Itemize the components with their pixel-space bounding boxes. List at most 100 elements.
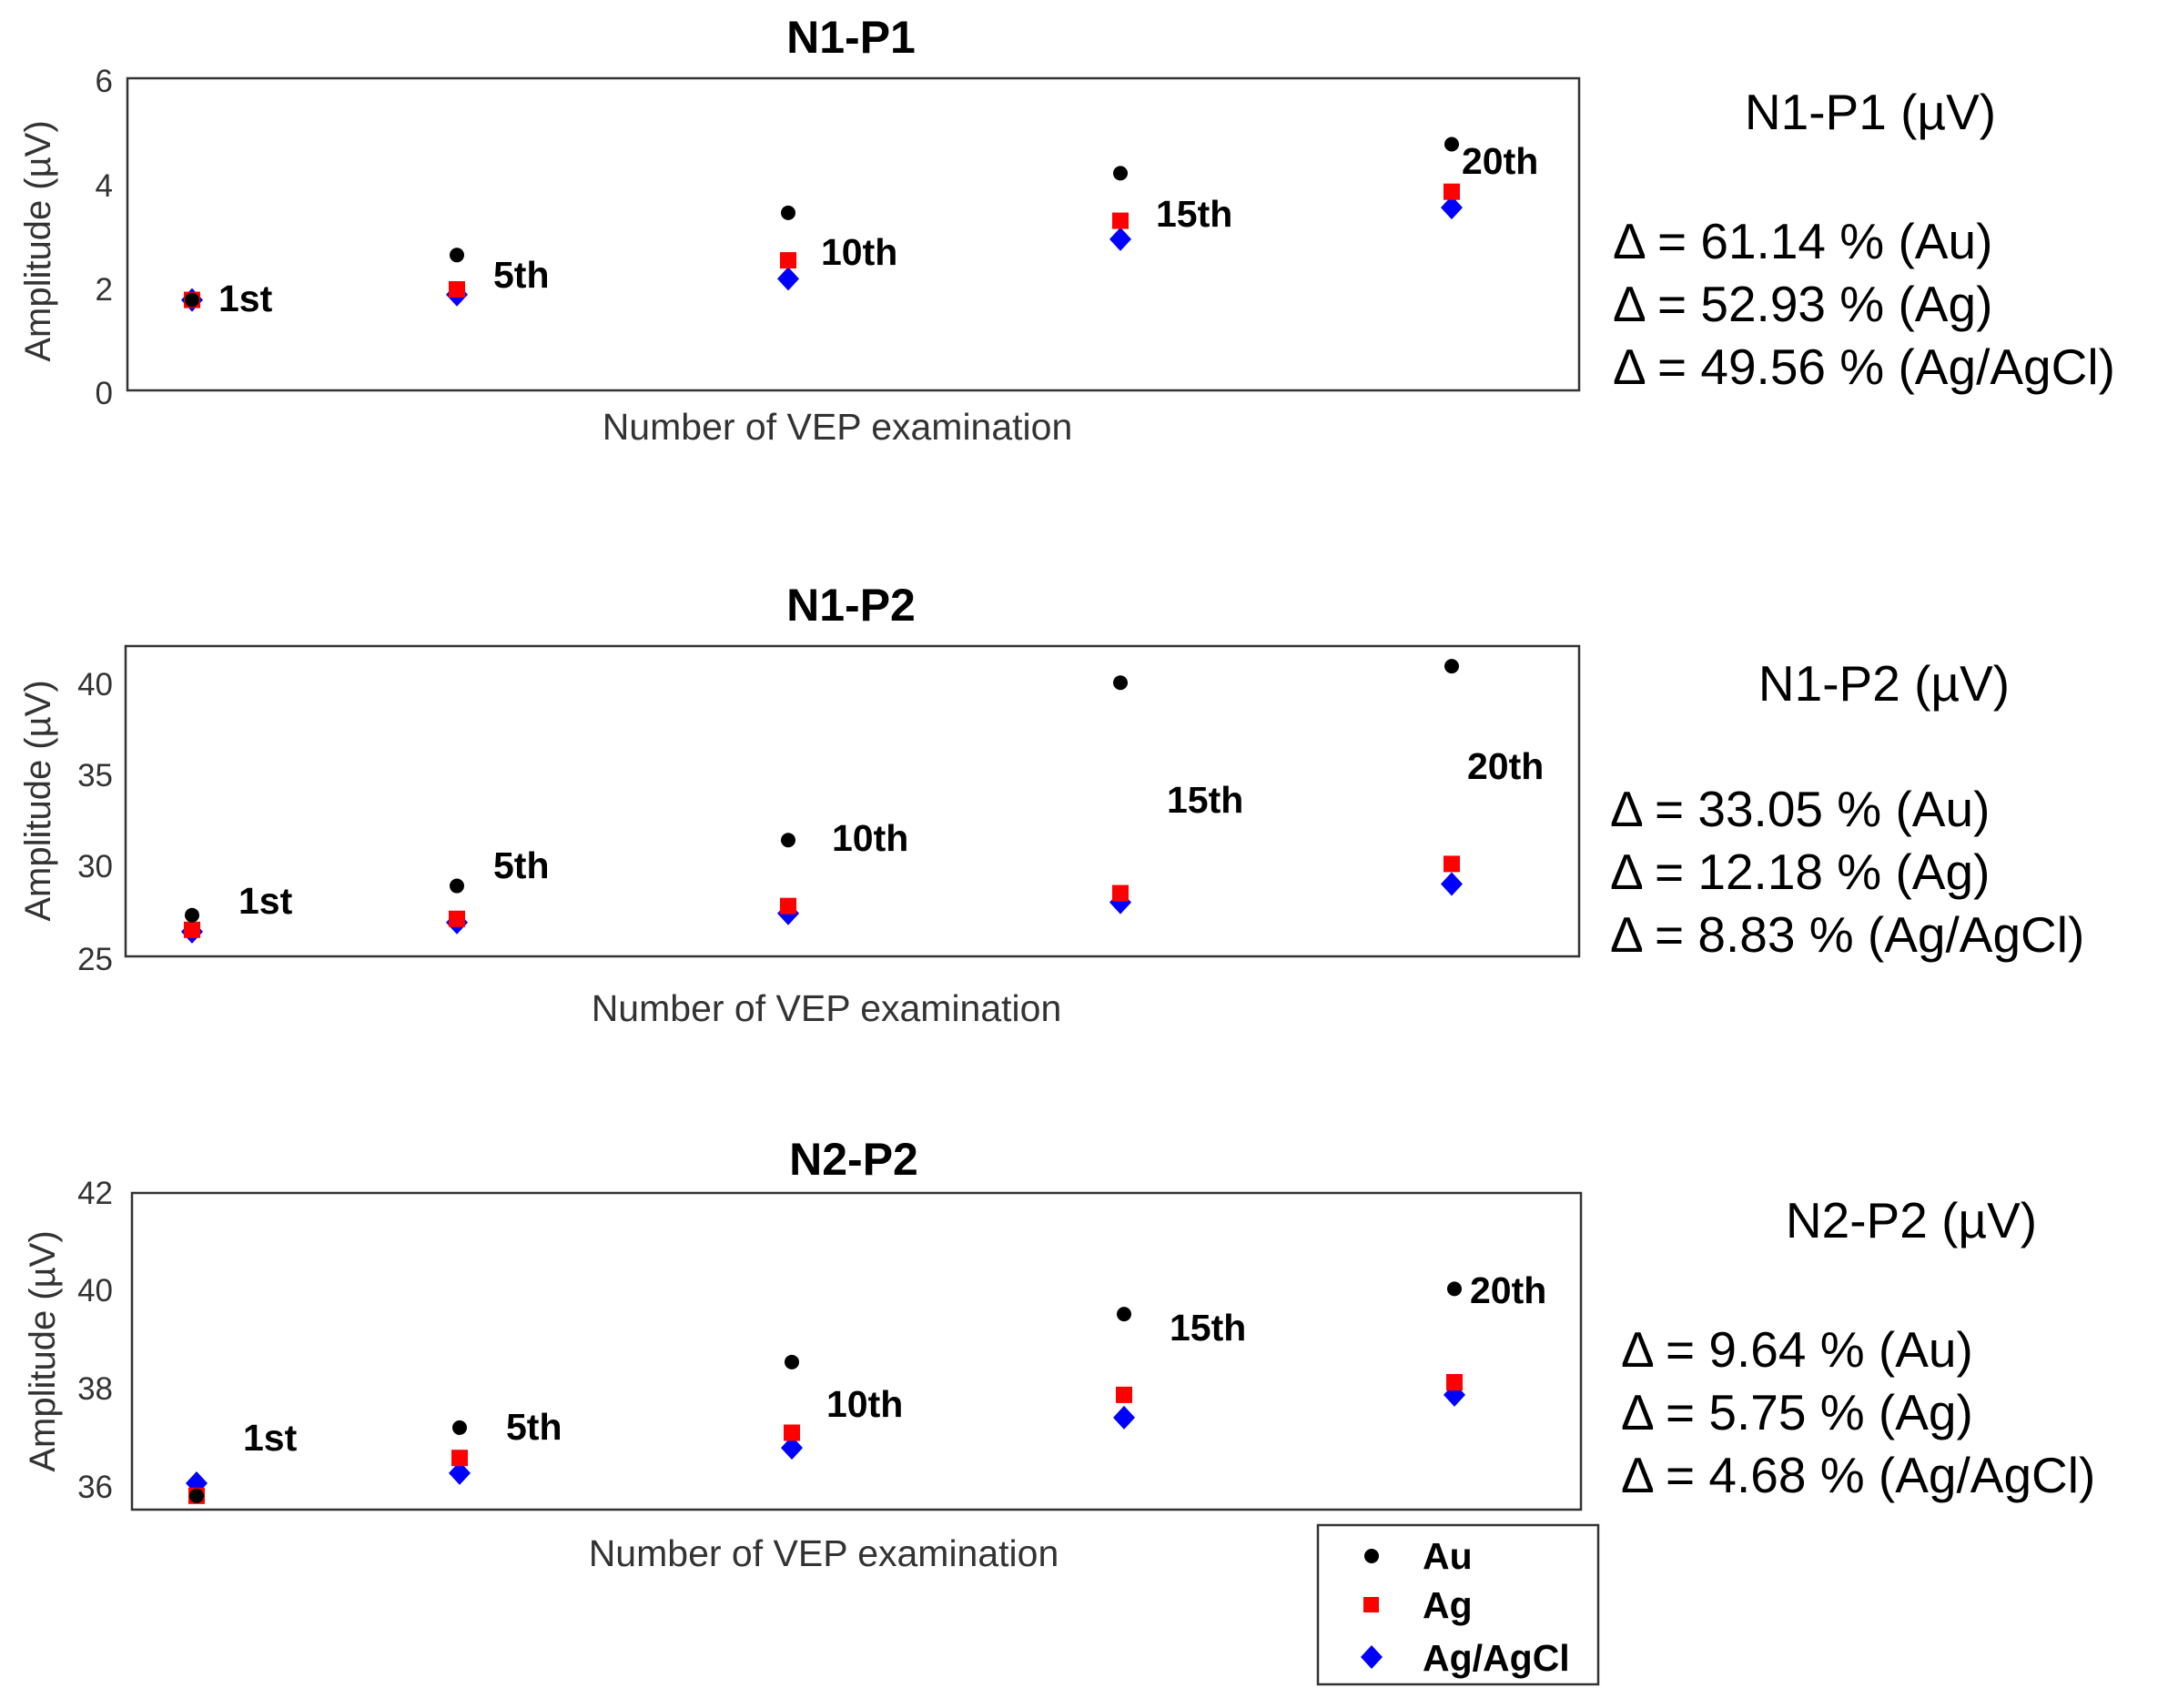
ag-point bbox=[784, 1424, 800, 1441]
ag-agcl-point bbox=[777, 267, 799, 291]
summary-heading: N1-P2 (µV) bbox=[1758, 655, 2010, 712]
x-axis-label: Number of VEP examination bbox=[589, 1532, 1059, 1574]
data-marks bbox=[181, 136, 1463, 312]
exam-label: 15th bbox=[1156, 193, 1232, 235]
ag-agcl-point bbox=[1441, 196, 1463, 220]
ag-point bbox=[1444, 183, 1460, 200]
ag-agcl-point bbox=[1109, 227, 1131, 251]
panel-n1-p1: N1-P1 0 2 4 6 Amplitude (µV) Number of V… bbox=[18, 12, 2115, 448]
summary-heading: N1-P1 (µV) bbox=[1745, 84, 1996, 140]
ag-point bbox=[1446, 1374, 1463, 1391]
x-axis-label: Number of VEP examination bbox=[603, 406, 1073, 448]
au-point bbox=[785, 1354, 799, 1369]
au-point bbox=[450, 878, 464, 894]
y-tick-label: 4 bbox=[96, 168, 113, 204]
ag-point bbox=[449, 281, 465, 298]
chart-title: N1-P1 bbox=[786, 12, 916, 63]
summary-line: Δ = 49.56 % (Ag/AgCl) bbox=[1613, 339, 2115, 395]
summary-line: Δ = 61.14 % (Au) bbox=[1613, 213, 1992, 269]
legend-label: Ag bbox=[1423, 1584, 1473, 1626]
y-tick-label: 6 bbox=[96, 64, 113, 99]
summary-line: Δ = 52.93 % (Ag) bbox=[1613, 276, 1992, 332]
ag-agcl-point bbox=[781, 1436, 803, 1460]
legend-label: Ag/AgCl bbox=[1423, 1637, 1570, 1679]
ag-point bbox=[449, 910, 465, 927]
y-tick-label: 35 bbox=[77, 758, 113, 793]
plot-area bbox=[124, 644, 1581, 958]
au-point bbox=[189, 1488, 204, 1503]
ag-point bbox=[1112, 212, 1129, 229]
exam-label: 15th bbox=[1167, 779, 1243, 821]
exam-label: 10th bbox=[832, 817, 908, 859]
ag-point bbox=[780, 897, 796, 915]
summary-heading: N2-P2 (µV) bbox=[1786, 1192, 2037, 1248]
au-point bbox=[1447, 1281, 1462, 1297]
chart-title: N1-P2 bbox=[786, 580, 916, 631]
exam-label: 5th bbox=[506, 1406, 562, 1448]
au-point bbox=[1113, 675, 1128, 691]
y-tick-label: 25 bbox=[77, 942, 113, 977]
exam-label: 1st bbox=[243, 1417, 298, 1459]
au-point bbox=[1444, 659, 1459, 674]
y-tick-label: 0 bbox=[96, 376, 113, 411]
au-point bbox=[450, 248, 464, 263]
y-tick-label: 36 bbox=[77, 1470, 113, 1505]
y-tick-label: 40 bbox=[77, 1273, 113, 1309]
y-tick-label: 42 bbox=[77, 1176, 113, 1211]
au-point bbox=[781, 205, 795, 220]
panel-n2-p2: N2-P2 36 38 40 42 Amplitude (µV) Number … bbox=[23, 1134, 2095, 1574]
summary-line: Δ = 8.83 % (Ag/AgCl) bbox=[1610, 906, 2084, 963]
ag-point bbox=[780, 252, 796, 269]
legend-marker-au bbox=[1364, 1549, 1379, 1563]
exam-label: 20th bbox=[1462, 140, 1538, 182]
au-point bbox=[1113, 166, 1128, 181]
au-point bbox=[185, 907, 199, 923]
au-point bbox=[781, 833, 795, 848]
summary-line: Δ = 33.05 % (Au) bbox=[1610, 781, 1990, 837]
x-axis-label: Number of VEP examination bbox=[592, 987, 1062, 1029]
chart-title: N2-P2 bbox=[789, 1134, 918, 1185]
y-tick-label: 30 bbox=[77, 849, 113, 884]
data-marks bbox=[181, 659, 1463, 944]
summary-line: Δ = 5.75 % (Ag) bbox=[1621, 1384, 1973, 1440]
exam-label: 20th bbox=[1470, 1269, 1546, 1311]
legend-marker-ag-agcl bbox=[1361, 1645, 1383, 1669]
y-tick-label: 40 bbox=[77, 667, 113, 702]
ag-point bbox=[1116, 1386, 1132, 1403]
ag-point bbox=[451, 1450, 468, 1467]
ag-point bbox=[1112, 884, 1129, 902]
y-axis-label: Amplitude (µV) bbox=[23, 1230, 63, 1471]
plot-area bbox=[126, 76, 1581, 392]
legend: Au Ag Ag/AgCl bbox=[1316, 1523, 1600, 1686]
y-axis-label: Amplitude (µV) bbox=[18, 120, 58, 361]
exam-label: 10th bbox=[826, 1383, 903, 1425]
au-point bbox=[1444, 136, 1459, 152]
y-tick-label: 38 bbox=[77, 1371, 113, 1407]
y-axis-label: Amplitude (µV) bbox=[18, 680, 58, 921]
exam-label: 5th bbox=[493, 254, 550, 296]
ag-agcl-point bbox=[449, 1460, 471, 1485]
ag-agcl-point bbox=[1441, 872, 1463, 896]
legend-marker-ag bbox=[1363, 1597, 1379, 1612]
summary-line: Δ = 12.18 % (Ag) bbox=[1610, 844, 1990, 900]
data-marks bbox=[186, 1281, 1465, 1504]
y-ticks: 0 2 4 6 bbox=[96, 64, 113, 411]
ag-point bbox=[184, 921, 200, 938]
legend-label: Au bbox=[1423, 1535, 1473, 1577]
exam-label: 10th bbox=[821, 231, 897, 273]
ag-agcl-point bbox=[1113, 1405, 1135, 1430]
summary-line: Δ = 4.68 % (Ag/AgCl) bbox=[1621, 1447, 2095, 1503]
panel-n1-p2: N1-P2 25 30 35 40 Amplitude (µV) Number … bbox=[18, 580, 2084, 1029]
y-ticks: 25 30 35 40 bbox=[77, 667, 113, 977]
exam-label: 1st bbox=[238, 880, 293, 922]
exam-label: 5th bbox=[493, 844, 550, 886]
ag-point bbox=[1444, 855, 1460, 873]
exam-label: 20th bbox=[1467, 745, 1544, 787]
au-point bbox=[1117, 1307, 1131, 1322]
au-point bbox=[452, 1420, 467, 1435]
y-tick-label: 2 bbox=[96, 272, 113, 308]
summary-line: Δ = 9.64 % (Au) bbox=[1621, 1321, 1973, 1378]
plot-area bbox=[130, 1191, 1583, 1511]
exam-label: 1st bbox=[218, 278, 273, 319]
